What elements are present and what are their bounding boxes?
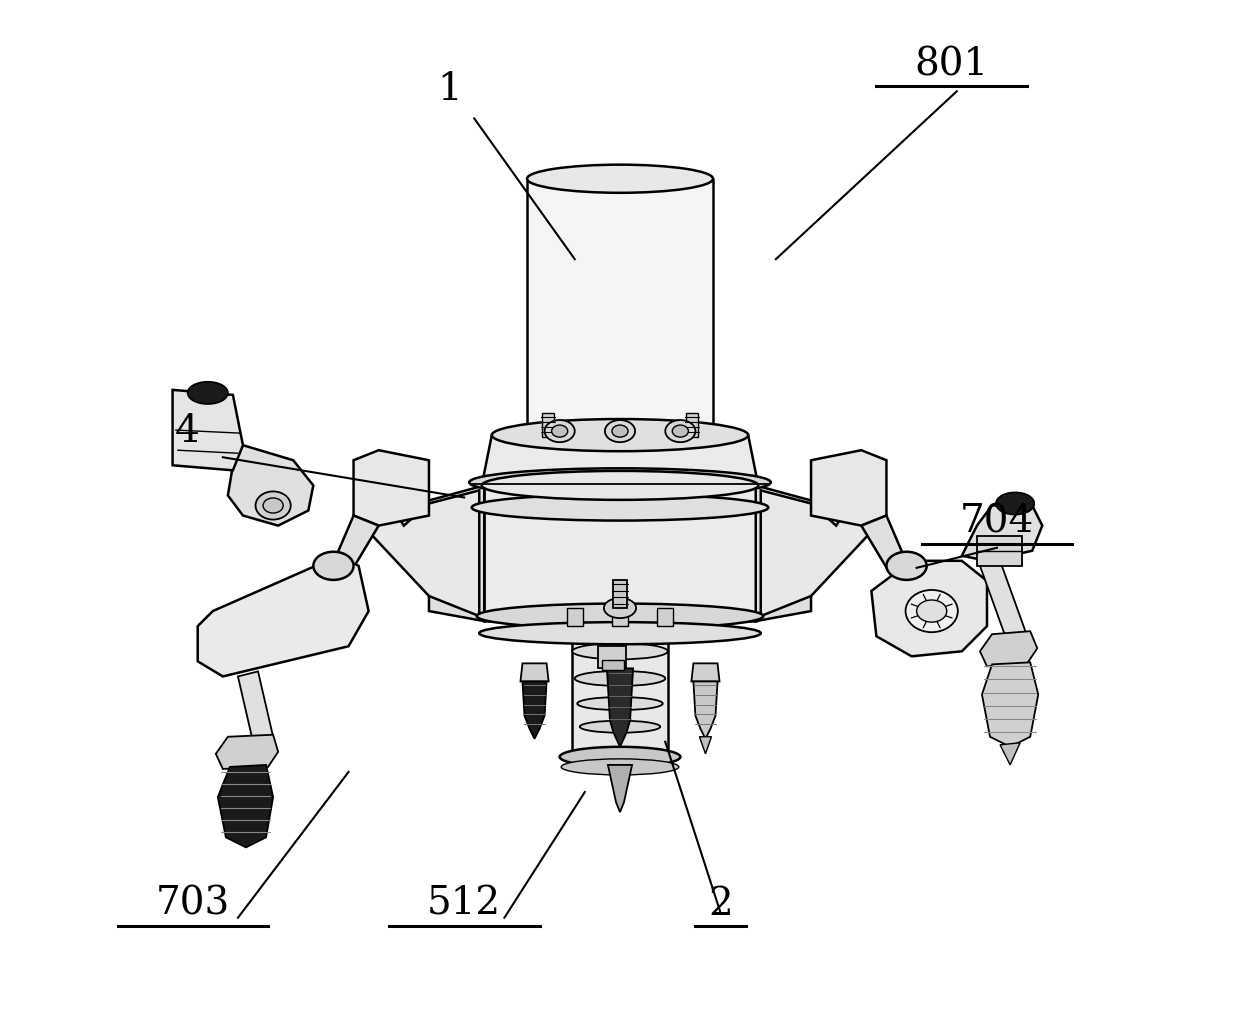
Ellipse shape xyxy=(672,425,688,437)
Polygon shape xyxy=(228,445,314,526)
Polygon shape xyxy=(699,737,712,754)
Ellipse shape xyxy=(559,747,681,767)
Ellipse shape xyxy=(562,759,678,775)
Polygon shape xyxy=(527,179,713,435)
Ellipse shape xyxy=(569,616,671,634)
Polygon shape xyxy=(522,681,547,739)
Ellipse shape xyxy=(544,420,575,442)
Ellipse shape xyxy=(905,590,957,632)
Ellipse shape xyxy=(527,165,713,193)
Ellipse shape xyxy=(479,622,761,644)
Polygon shape xyxy=(872,561,987,656)
Polygon shape xyxy=(755,485,811,621)
Ellipse shape xyxy=(492,419,748,451)
Ellipse shape xyxy=(187,382,228,404)
Bar xyxy=(567,608,583,626)
Polygon shape xyxy=(608,765,632,812)
Ellipse shape xyxy=(476,604,764,629)
Bar xyxy=(977,536,1022,566)
Polygon shape xyxy=(692,663,719,681)
Ellipse shape xyxy=(482,471,758,499)
Ellipse shape xyxy=(471,494,769,521)
Ellipse shape xyxy=(527,421,713,449)
Polygon shape xyxy=(485,485,755,621)
Ellipse shape xyxy=(665,420,696,442)
Polygon shape xyxy=(353,485,479,616)
Polygon shape xyxy=(238,671,273,742)
Text: 703: 703 xyxy=(155,886,229,923)
Text: 704: 704 xyxy=(960,503,1034,541)
Ellipse shape xyxy=(578,697,662,710)
Ellipse shape xyxy=(572,643,668,659)
Text: 801: 801 xyxy=(915,47,988,83)
Polygon shape xyxy=(197,556,368,676)
Ellipse shape xyxy=(575,671,665,686)
Polygon shape xyxy=(982,662,1038,747)
Ellipse shape xyxy=(263,498,283,513)
Ellipse shape xyxy=(605,420,635,442)
Polygon shape xyxy=(613,580,627,608)
Polygon shape xyxy=(324,516,378,586)
Polygon shape xyxy=(862,516,916,586)
Polygon shape xyxy=(980,561,1027,641)
Polygon shape xyxy=(572,633,668,757)
Polygon shape xyxy=(482,435,758,485)
Polygon shape xyxy=(999,743,1021,765)
Ellipse shape xyxy=(996,492,1034,515)
Polygon shape xyxy=(962,506,1043,561)
Polygon shape xyxy=(353,450,429,526)
Polygon shape xyxy=(811,450,887,526)
Ellipse shape xyxy=(314,552,353,580)
Polygon shape xyxy=(542,413,553,437)
Bar xyxy=(657,608,673,626)
Bar xyxy=(598,646,626,668)
Text: 2: 2 xyxy=(708,886,733,923)
Polygon shape xyxy=(687,413,698,437)
Polygon shape xyxy=(216,735,278,769)
Polygon shape xyxy=(761,485,887,616)
Ellipse shape xyxy=(887,552,926,580)
Text: 4: 4 xyxy=(175,413,200,450)
Polygon shape xyxy=(218,765,273,847)
Polygon shape xyxy=(606,668,634,747)
Polygon shape xyxy=(172,390,243,470)
Ellipse shape xyxy=(604,598,636,618)
Text: 1: 1 xyxy=(436,72,461,108)
Polygon shape xyxy=(429,485,485,621)
Ellipse shape xyxy=(469,468,771,496)
Polygon shape xyxy=(693,681,718,739)
Bar xyxy=(613,608,627,626)
Ellipse shape xyxy=(580,721,660,733)
Bar xyxy=(601,660,624,670)
Ellipse shape xyxy=(916,600,947,622)
Ellipse shape xyxy=(613,425,627,437)
Ellipse shape xyxy=(255,491,290,520)
Ellipse shape xyxy=(552,425,568,437)
Polygon shape xyxy=(980,631,1037,666)
Polygon shape xyxy=(521,663,548,681)
Text: 512: 512 xyxy=(427,886,501,923)
